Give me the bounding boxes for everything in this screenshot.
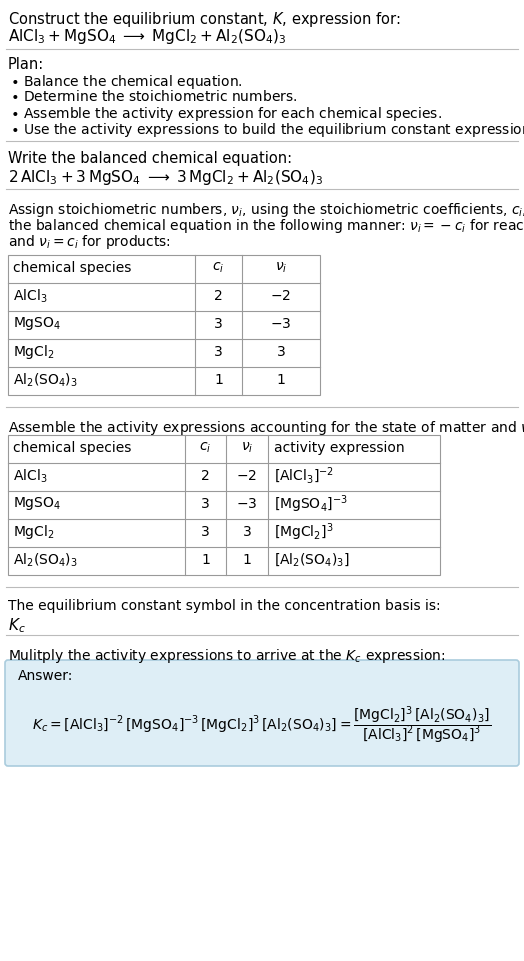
Text: Plan:: Plan: <box>8 57 44 72</box>
Text: $\mathrm{MgSO_4}$: $\mathrm{MgSO_4}$ <box>13 315 61 333</box>
Text: $\mathrm{MgCl_2}$: $\mathrm{MgCl_2}$ <box>13 523 54 541</box>
Text: $\mathrm{AlCl_3}$: $\mathrm{AlCl_3}$ <box>13 287 47 305</box>
Text: $\mathrm{MgCl_2}$: $\mathrm{MgCl_2}$ <box>13 343 54 361</box>
Text: $\mathrm{Al_2(SO_4)_3}$: $\mathrm{Al_2(SO_4)_3}$ <box>13 552 78 569</box>
Text: Construct the equilibrium constant, $K$, expression for:: Construct the equilibrium constant, $K$,… <box>8 10 401 29</box>
Text: 1: 1 <box>214 373 223 387</box>
Text: Mulitply the activity expressions to arrive at the $K_c$ expression:: Mulitply the activity expressions to arr… <box>8 647 445 665</box>
Text: $2\,\mathrm{AlCl_3} + 3\,\mathrm{MgSO_4} \;\longrightarrow\; 3\,\mathrm{MgCl_2} : $2\,\mathrm{AlCl_3} + 3\,\mathrm{MgSO_4}… <box>8 168 323 187</box>
Text: 3: 3 <box>243 525 252 539</box>
Text: $\bullet$ Determine the stoichiometric numbers.: $\bullet$ Determine the stoichiometric n… <box>10 89 298 104</box>
Text: 2: 2 <box>214 289 223 303</box>
Text: $\mathrm{MgSO_4}$: $\mathrm{MgSO_4}$ <box>13 496 61 512</box>
Text: and $\nu_i = c_i$ for products:: and $\nu_i = c_i$ for products: <box>8 233 171 251</box>
Text: 2: 2 <box>201 469 210 483</box>
Text: 1: 1 <box>243 553 252 567</box>
Text: $\bullet$ Balance the chemical equation.: $\bullet$ Balance the chemical equation. <box>10 73 243 91</box>
Text: $\nu_i$: $\nu_i$ <box>275 260 287 275</box>
Text: $\mathrm{Al_2(SO_4)_3}$: $\mathrm{Al_2(SO_4)_3}$ <box>13 371 78 388</box>
Text: activity expression: activity expression <box>274 441 405 455</box>
Text: $-2$: $-2$ <box>236 469 257 483</box>
Text: $[\mathrm{MgSO_4}]^{-3}$: $[\mathrm{MgSO_4}]^{-3}$ <box>274 493 348 515</box>
Text: $\bullet$ Assemble the activity expression for each chemical species.: $\bullet$ Assemble the activity expressi… <box>10 105 442 123</box>
Text: 1: 1 <box>201 553 210 567</box>
Text: $[\mathrm{MgCl_2}]^3$: $[\mathrm{MgCl_2}]^3$ <box>274 521 333 543</box>
Text: Assign stoichiometric numbers, $\nu_i$, using the stoichiometric coefficients, $: Assign stoichiometric numbers, $\nu_i$, … <box>8 201 524 219</box>
Bar <box>8 255 320 395</box>
Text: chemical species: chemical species <box>13 261 132 275</box>
Text: $\nu_i$: $\nu_i$ <box>241 441 253 456</box>
Text: $c_i$: $c_i$ <box>212 260 225 275</box>
Text: 1: 1 <box>277 373 286 387</box>
Text: 3: 3 <box>201 497 210 511</box>
Text: $-3$: $-3$ <box>236 497 258 511</box>
Text: $\mathrm{AlCl_3 + MgSO_4 \;\longrightarrow\; MgCl_2 + Al_2(SO_4)_3}$: $\mathrm{AlCl_3 + MgSO_4 \;\longrightarr… <box>8 27 287 46</box>
Text: 3: 3 <box>214 345 223 359</box>
Text: Write the balanced chemical equation:: Write the balanced chemical equation: <box>8 151 292 166</box>
Text: 3: 3 <box>214 317 223 331</box>
Text: $c_i$: $c_i$ <box>199 441 212 456</box>
Text: 3: 3 <box>277 345 286 359</box>
Text: $\bullet$ Use the activity expressions to build the equilibrium constant express: $\bullet$ Use the activity expressions t… <box>10 121 524 139</box>
FancyBboxPatch shape <box>5 660 519 766</box>
Text: $[\mathrm{Al_2(SO_4)_3}]$: $[\mathrm{Al_2(SO_4)_3}]$ <box>274 552 350 568</box>
Text: $-3$: $-3$ <box>270 317 292 331</box>
Text: 3: 3 <box>201 525 210 539</box>
Text: $-2$: $-2$ <box>270 289 291 303</box>
Text: Assemble the activity expressions accounting for the state of matter and $\nu_i$: Assemble the activity expressions accoun… <box>8 419 524 437</box>
Bar <box>8 435 440 575</box>
Text: $K_c = [\mathrm{AlCl_3}]^{-2}\,[\mathrm{MgSO_4}]^{-3}\,[\mathrm{MgCl_2}]^3\,[\ma: $K_c = [\mathrm{AlCl_3}]^{-2}\,[\mathrm{… <box>32 704 492 746</box>
Text: the balanced chemical equation in the following manner: $\nu_i = -c_i$ for react: the balanced chemical equation in the fo… <box>8 217 524 235</box>
Text: Answer:: Answer: <box>18 669 73 683</box>
Text: The equilibrium constant symbol in the concentration basis is:: The equilibrium constant symbol in the c… <box>8 599 441 613</box>
Text: $[\mathrm{AlCl_3}]^{-2}$: $[\mathrm{AlCl_3}]^{-2}$ <box>274 466 334 486</box>
Text: $K_c$: $K_c$ <box>8 616 26 634</box>
Text: chemical species: chemical species <box>13 441 132 455</box>
Text: $\mathrm{AlCl_3}$: $\mathrm{AlCl_3}$ <box>13 467 47 484</box>
